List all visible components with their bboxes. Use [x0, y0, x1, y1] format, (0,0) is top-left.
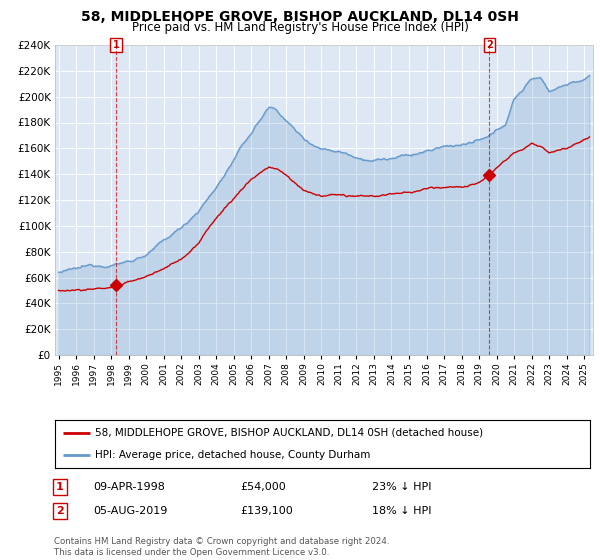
Text: 09-APR-1998: 09-APR-1998 [93, 482, 165, 492]
Text: 1: 1 [56, 482, 64, 492]
Text: £139,100: £139,100 [240, 506, 293, 516]
Text: £54,000: £54,000 [240, 482, 286, 492]
Text: 58, MIDDLEHOPE GROVE, BISHOP AUCKLAND, DL14 0SH (detached house): 58, MIDDLEHOPE GROVE, BISHOP AUCKLAND, D… [95, 428, 483, 438]
Text: 1: 1 [113, 40, 119, 50]
Text: 2: 2 [56, 506, 64, 516]
Text: Price paid vs. HM Land Registry's House Price Index (HPI): Price paid vs. HM Land Registry's House … [131, 21, 469, 34]
Text: 18% ↓ HPI: 18% ↓ HPI [372, 506, 431, 516]
Text: Contains HM Land Registry data © Crown copyright and database right 2024.
This d: Contains HM Land Registry data © Crown c… [54, 537, 389, 557]
Text: 2: 2 [486, 40, 493, 50]
Text: 05-AUG-2019: 05-AUG-2019 [93, 506, 167, 516]
Text: 23% ↓ HPI: 23% ↓ HPI [372, 482, 431, 492]
Text: HPI: Average price, detached house, County Durham: HPI: Average price, detached house, Coun… [95, 450, 371, 460]
Text: 58, MIDDLEHOPE GROVE, BISHOP AUCKLAND, DL14 0SH: 58, MIDDLEHOPE GROVE, BISHOP AUCKLAND, D… [81, 10, 519, 24]
